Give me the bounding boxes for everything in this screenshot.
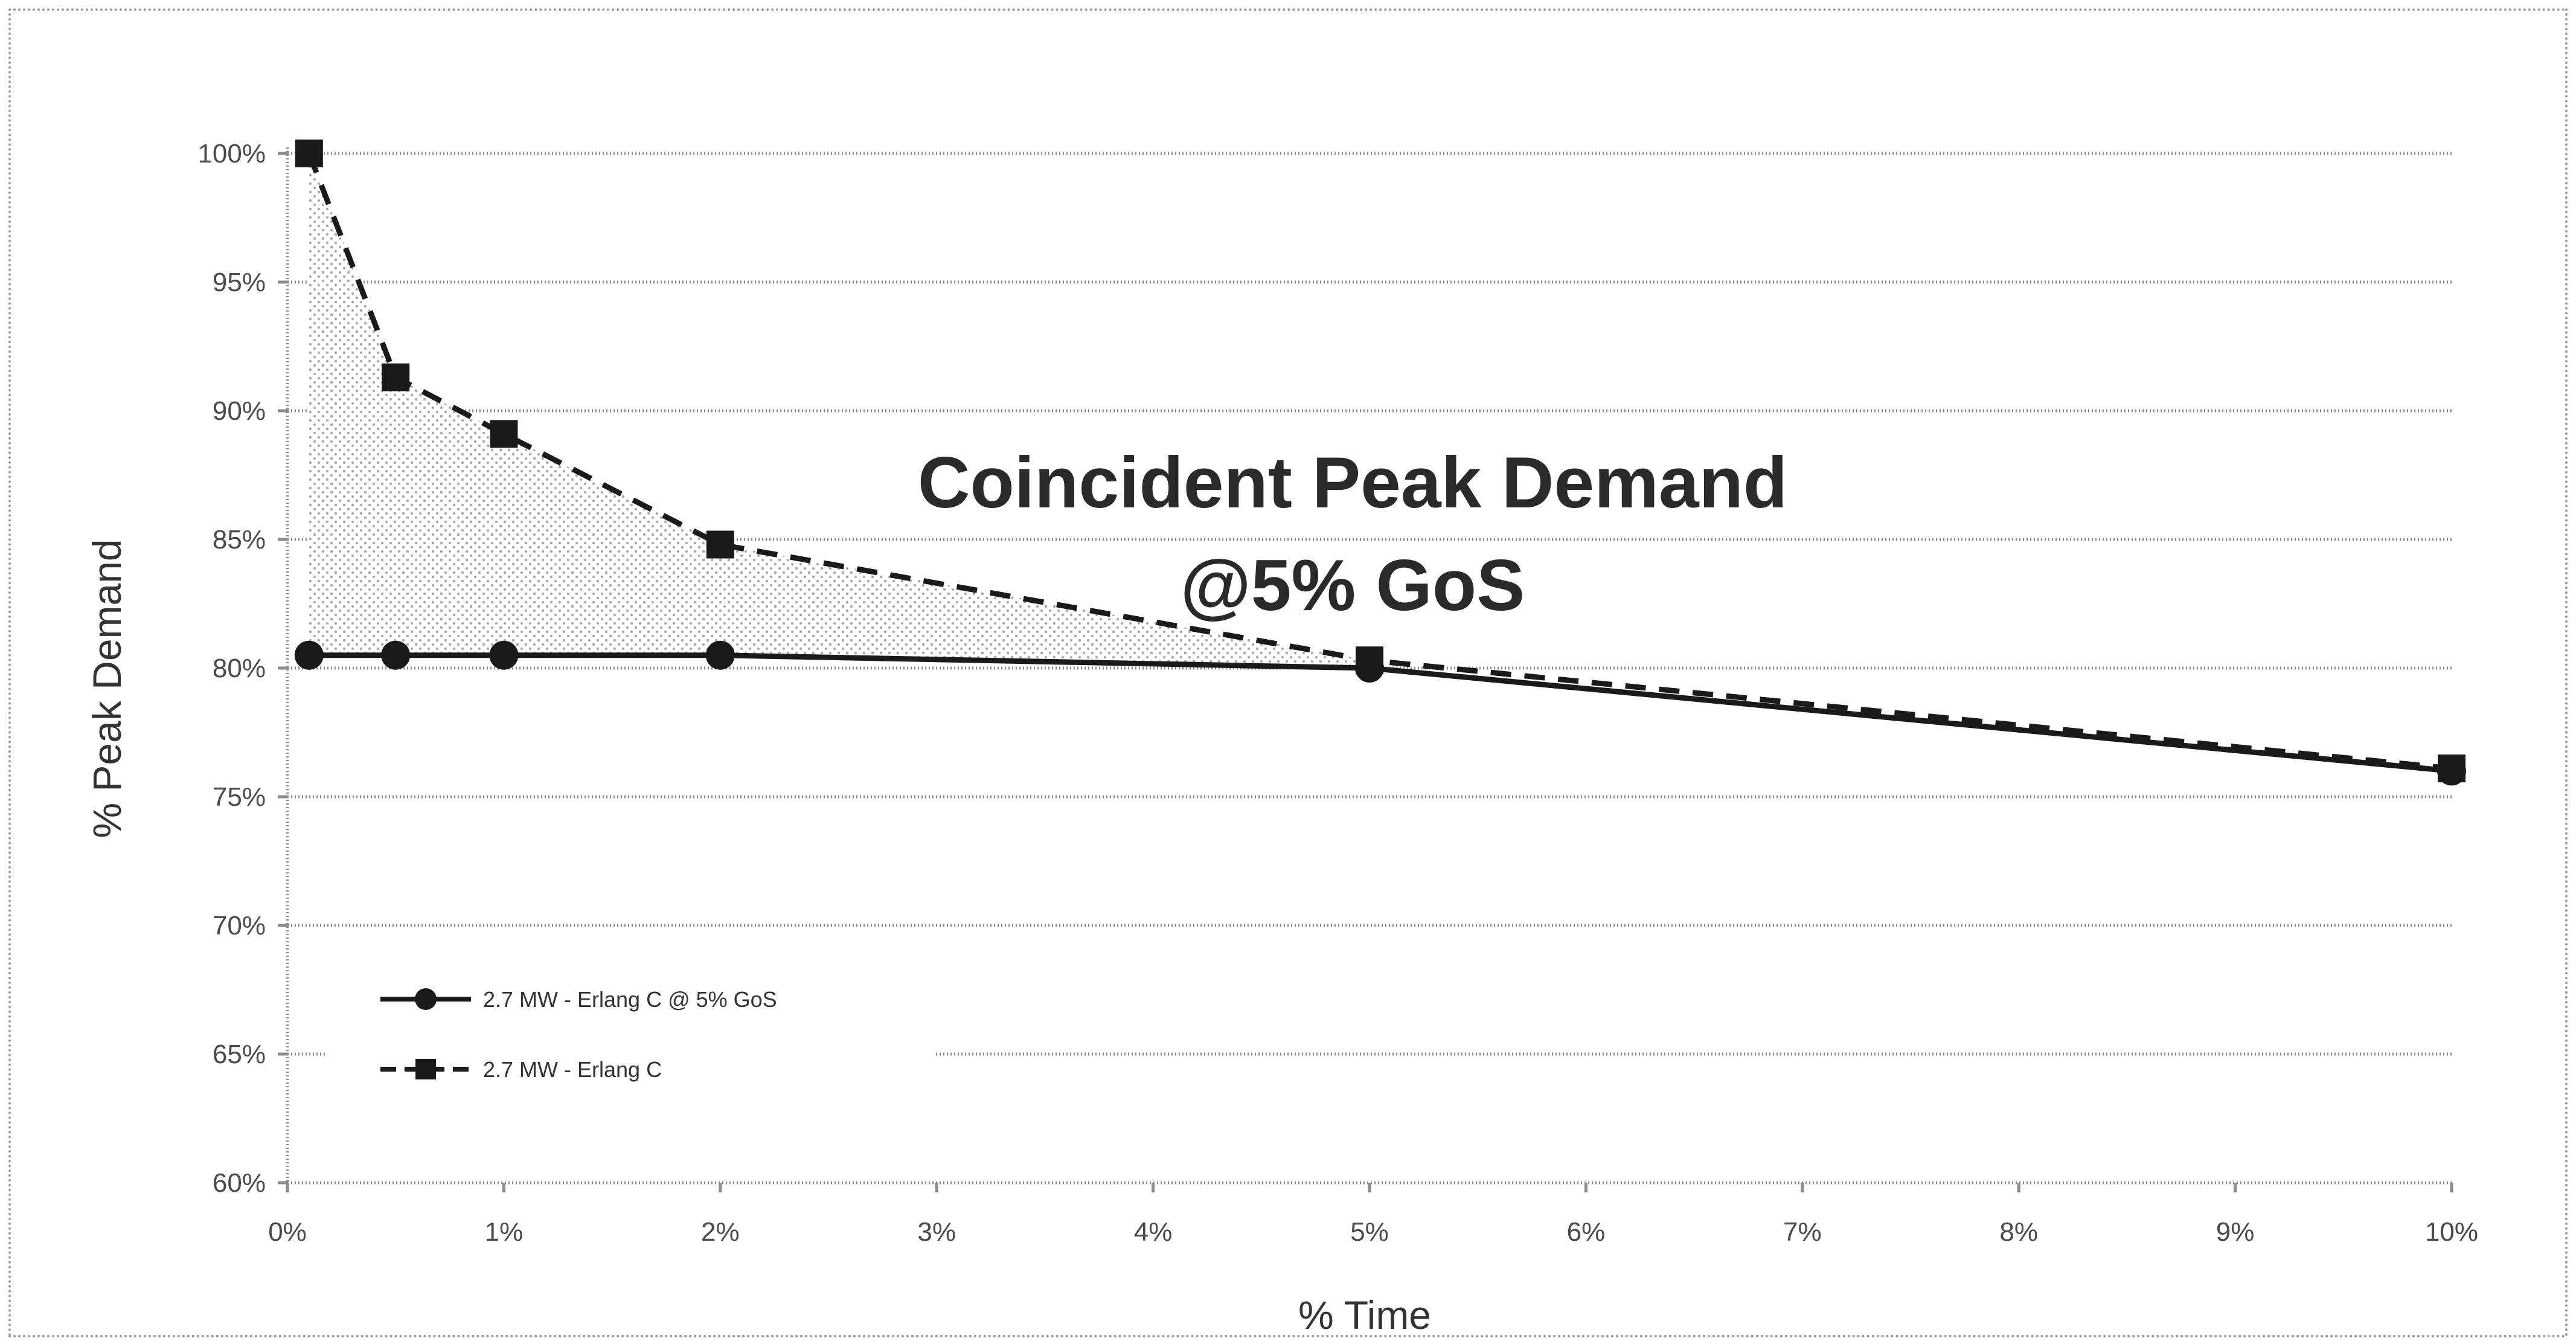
y-tick-label: 75% [213, 782, 266, 812]
x-tick-labels: 0% 1% 2% 3% 4% 5% 6% 7% 8% 9% 10% [268, 1217, 2478, 1247]
y-tick-label: 80% [213, 654, 266, 683]
x-tick-label: 9% [2216, 1217, 2255, 1247]
annotation-line-1: Coincident Peak Demand [918, 442, 1787, 523]
legend: 2.7 MW - Erlang C @ 5% GoS 2.7 MW - Erlan… [380, 987, 777, 1082]
x-tick-label: 1% [485, 1217, 524, 1247]
x-tick-label: 5% [1350, 1217, 1389, 1247]
series-point-square [490, 420, 518, 448]
series-point-square [295, 140, 323, 167]
series-point-square [1356, 646, 1383, 675]
legend-label-2: 2.7 MW - Erlang C [483, 1057, 662, 1082]
y-tick-label: 100% [197, 139, 266, 169]
y-tick-label: 85% [213, 525, 266, 555]
y-tick-label: 65% [213, 1040, 266, 1069]
series-point-circle [705, 640, 735, 670]
y-tick-label: 90% [213, 396, 266, 426]
series-point-circle [381, 640, 411, 670]
series-point-circle [489, 640, 519, 670]
y-tick-label: 70% [213, 911, 266, 941]
series-point-square [382, 363, 410, 391]
series-point-square [706, 530, 734, 559]
legend-marker-square [415, 1059, 436, 1079]
series-point-circle [294, 640, 324, 670]
shaded-region [309, 153, 1370, 668]
axes [278, 147, 2453, 1192]
gridlines [287, 152, 2452, 1056]
x-tick-label: 2% [701, 1217, 740, 1247]
annotation: Coincident Peak Demand @5% GoS [918, 442, 1787, 626]
x-tick-label: 0% [268, 1217, 307, 1247]
shade-area [309, 153, 1370, 668]
series-point-square [2438, 754, 2465, 783]
x-tick-label: 8% [1999, 1217, 2038, 1247]
series-layer [294, 140, 2466, 786]
x-tick-label: 4% [1134, 1217, 1173, 1247]
annotation-line-2: @5% GoS [1181, 545, 1525, 626]
x-tick-label: 3% [917, 1217, 956, 1247]
x-tick-label: 6% [1567, 1217, 1606, 1247]
y-tick-label: 95% [213, 268, 266, 297]
x-axis-title: % Time [1298, 1293, 1431, 1337]
legend-label-1: 2.7 MW - Erlang C @ 5% GoS [483, 987, 777, 1012]
chart-frame [8, 8, 2568, 1337]
x-tick-label: 7% [1783, 1217, 1822, 1247]
y-tick-labels: 60% 65% 70% 75% 80% 85% 90% 95% 100% [197, 139, 266, 1198]
legend-marker-circle [415, 988, 437, 1010]
y-tick-label: 60% [213, 1168, 266, 1198]
y-axis-title: % Peak Demand [85, 539, 129, 838]
series-line-2 [306, 152, 2452, 771]
x-tick-label: 10% [2425, 1217, 2478, 1247]
